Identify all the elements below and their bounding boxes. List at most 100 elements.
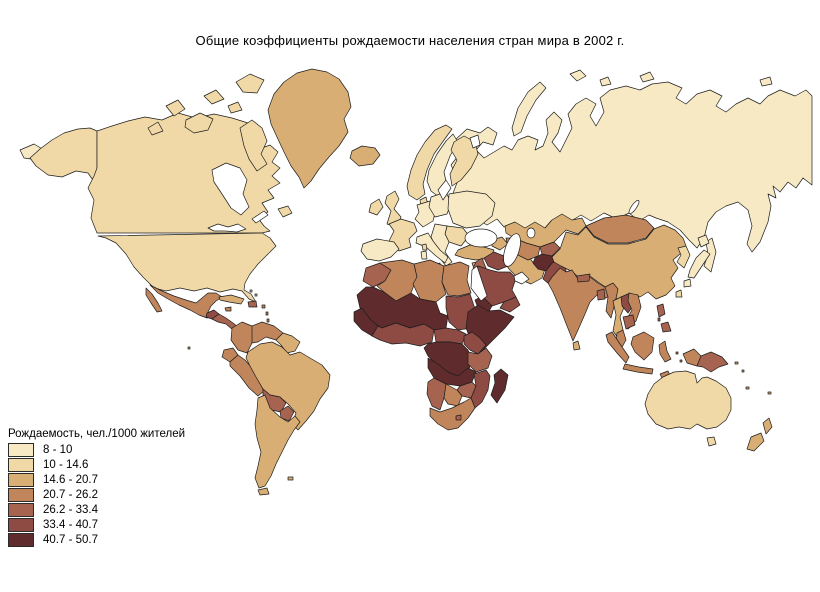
- region-moluccas-2: [679, 359, 683, 363]
- region-brazil: [245, 341, 331, 431]
- region-galapagos: [187, 346, 191, 350]
- region-angola-zambia: [427, 357, 477, 387]
- region-novaya-zemlya: [511, 81, 547, 137]
- region-antilles-3: [266, 318, 270, 323]
- hudson-bay-water: [211, 162, 250, 216]
- region-tasmania: [706, 436, 717, 447]
- legend: Рождаемость, чел./1000 жителей 8 - 10 10…: [8, 428, 185, 548]
- lake-baikal-water: [628, 199, 640, 215]
- region-honshu: [687, 249, 711, 279]
- region-ukraine-belarus: [447, 190, 496, 229]
- region-arctic-isle-5: [147, 121, 164, 136]
- region-victoria-island: [184, 112, 214, 134]
- region-usa: [97, 232, 277, 303]
- legend-label: 40.7 - 50.7: [43, 533, 98, 546]
- legend-label: 33.4 - 40.7: [43, 518, 98, 531]
- legend-swatch: [8, 487, 34, 502]
- region-antilles-1: [261, 304, 266, 309]
- region-madagascar: [490, 368, 509, 404]
- region-namibia: [426, 377, 447, 411]
- region-australia: [644, 370, 732, 430]
- region-mexico: [149, 284, 223, 319]
- red-sea-water: [470, 265, 488, 302]
- region-bangladesh: [596, 288, 606, 301]
- legend-title: Рождаемость, чел./1000 жителей: [8, 428, 186, 440]
- region-wrangel: [759, 76, 773, 87]
- oceania-group: [644, 361, 773, 452]
- legend-label: 20.7 - 26.2: [43, 488, 98, 501]
- region-tierra-del-fuego: [257, 487, 270, 496]
- region-hokkaido: [697, 234, 710, 248]
- region-bahamas-2: [254, 293, 258, 297]
- africa-group: [353, 259, 515, 431]
- region-myanmar: [604, 282, 619, 319]
- legend-row: 10 - 14.6: [8, 457, 185, 472]
- region-sardinia: [420, 250, 428, 260]
- legend-swatch: [8, 517, 34, 532]
- region-ireland: [368, 198, 384, 216]
- black-sea-water: [464, 228, 498, 248]
- region-mindanao: [660, 321, 672, 333]
- legend-label: 26.2 - 33.4: [43, 503, 98, 516]
- region-nz-south-island: [746, 432, 765, 452]
- legend-swatch: [8, 502, 34, 517]
- region-china: [551, 224, 687, 300]
- region-nz-north-island: [762, 417, 773, 435]
- region-egypt: [441, 261, 472, 297]
- legend-row: 40.7 - 50.7: [8, 532, 185, 547]
- water-group: [207, 134, 640, 302]
- region-sulawesi: [658, 340, 672, 363]
- region-pacific-island-3: [734, 361, 739, 365]
- region-luzon: [656, 303, 666, 318]
- region-mongolia: [585, 214, 655, 244]
- region-bahamas-1: [249, 289, 253, 293]
- persian-gulf-water: [513, 271, 530, 285]
- great-lakes-water: [207, 223, 247, 233]
- legend-swatch: [8, 472, 34, 487]
- region-norway: [406, 124, 453, 201]
- region-banks-island: [165, 99, 186, 117]
- asia-north-group: [19, 69, 813, 273]
- region-taiwan: [675, 289, 683, 298]
- region-guyanas: [275, 332, 301, 354]
- region-newfoundland: [277, 205, 293, 218]
- page-title: Общие коэффициенты рождаемости населения…: [195, 33, 625, 48]
- region-arctic-isle-4: [203, 89, 225, 105]
- region-oman: [499, 296, 521, 313]
- region-cameroon-car: [433, 327, 467, 345]
- region-kyrgyzstan-tajikistan: [539, 241, 561, 257]
- region-argentina-chile: [254, 394, 301, 489]
- region-jamaica: [224, 306, 232, 312]
- legend-label: 10 - 14.6: [43, 458, 89, 471]
- legend-swatch: [8, 457, 34, 472]
- region-korea: [676, 245, 691, 269]
- region-iberia: [360, 238, 400, 262]
- legend-label: 8 - 10: [43, 443, 73, 456]
- region-sri-lanka: [572, 340, 581, 351]
- region-corsica: [421, 243, 428, 251]
- legend-row: 8 - 10: [8, 442, 185, 457]
- region-baja-california: [145, 287, 163, 313]
- region-lesotho: [455, 414, 462, 421]
- white-sea-water: [469, 134, 481, 149]
- region-java: [622, 363, 654, 375]
- region-italy: [415, 232, 449, 264]
- region-arctic-isle-3: [639, 71, 655, 83]
- aral-sea-water: [526, 227, 536, 239]
- region-moluccas-1: [675, 351, 679, 355]
- region-visayas: [657, 317, 661, 322]
- legend-row: 20.7 - 26.2: [8, 487, 185, 502]
- baltic-sea-water: [437, 179, 452, 201]
- region-falklands: [287, 476, 294, 481]
- region-arctic-isle-1: [569, 69, 587, 82]
- asia-east-group: [547, 214, 729, 379]
- south-america-group: [187, 321, 331, 496]
- region-pacific-island-2: [767, 391, 772, 395]
- region-baffin-island: [239, 119, 268, 172]
- region-nepal: [576, 273, 591, 283]
- region-antilles-2: [265, 311, 269, 316]
- region-pacific-island-4: [741, 369, 745, 373]
- caspian-sea-water: [503, 233, 521, 267]
- region-arctic-isle-2: [599, 76, 612, 87]
